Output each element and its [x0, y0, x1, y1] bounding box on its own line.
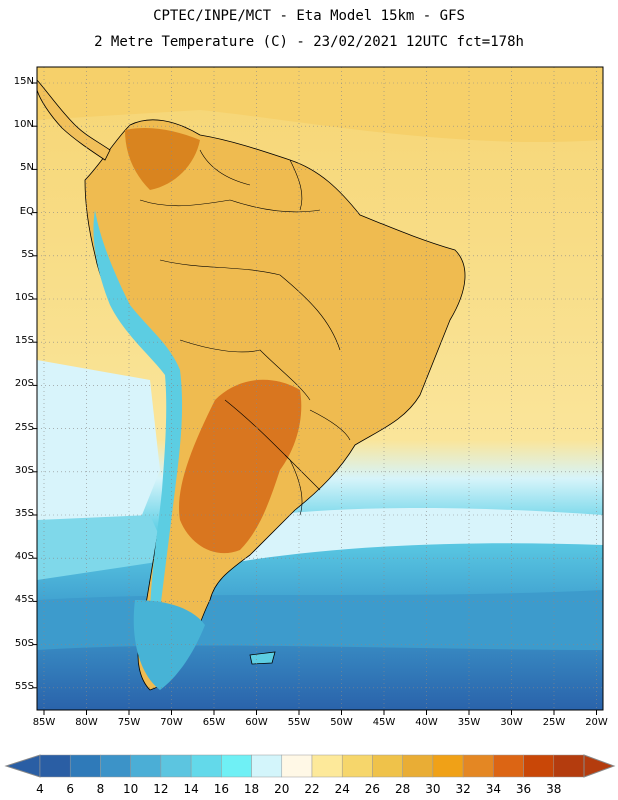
colorbar-segment: [251, 754, 283, 778]
colorbar-label: 32: [455, 782, 471, 796]
colorbar-label: 18: [243, 782, 260, 796]
lat-label: 35S: [14, 508, 34, 519]
axis-ticks: [33, 82, 597, 715]
colorbar-segment: [39, 754, 71, 778]
lon-label: 25W: [542, 717, 566, 728]
colorbar-segment: [553, 754, 585, 778]
lon-label: 20W: [585, 717, 608, 728]
lon-label: 70W: [160, 717, 183, 728]
lat-label: 15N: [13, 76, 34, 87]
lon-label: 45W: [372, 717, 396, 728]
colorbar-segment: [69, 754, 101, 778]
colorbar-label: 14: [183, 782, 199, 796]
colorbar-left-arrow: [4, 754, 41, 778]
lat-label: 5S: [21, 248, 34, 260]
lat-label: 10N: [13, 119, 34, 131]
lon-label: 35W: [457, 717, 481, 728]
colorbar-label: 28: [395, 782, 411, 796]
lat-label: 30S: [14, 464, 34, 476]
colorbar-segment: [281, 754, 313, 778]
colorbar-segment: [160, 754, 192, 778]
patagonia-cold: [133, 600, 205, 690]
central-america-land: [37, 79, 111, 161]
lon-label: 30W: [500, 717, 523, 728]
colorbar-label: 8: [96, 782, 105, 796]
colorbar-segment: [311, 754, 343, 778]
lon-label: 50W: [330, 717, 353, 728]
colorbar-segment: [130, 754, 162, 778]
lon-label: 60W: [245, 717, 268, 728]
lat-label: 20S: [14, 378, 34, 390]
colorbar-label: 4: [36, 782, 44, 796]
pacific-cold-band: [37, 515, 170, 580]
colorbar-label: 20: [274, 782, 290, 796]
colorbar-label: 6: [66, 782, 75, 796]
colorbar: [4, 754, 616, 778]
title-line-2: 2 Metre Temperature (C) - 23/02/2021 12U…: [94, 34, 524, 50]
lat-label: 15S: [14, 335, 34, 347]
colorbar-segment: [432, 754, 464, 778]
lat-label: 50S: [14, 637, 34, 649]
colorbar-segment: [190, 754, 222, 778]
colorbar-label: 36: [515, 782, 532, 796]
colorbar-segment: [221, 754, 252, 778]
colorbar-segment: [402, 754, 434, 778]
colorbar-label: 24: [334, 782, 350, 796]
colorbar-segment: [100, 754, 131, 778]
colorbar-label: 10: [123, 782, 139, 796]
colorbar-segment: [372, 754, 403, 778]
lon-label: 85W: [32, 717, 56, 728]
lon-label: 40W: [415, 717, 438, 728]
lat-label: 40S: [14, 551, 34, 563]
lat-label: 5N: [20, 162, 34, 174]
caribbean-warm: [37, 67, 603, 143]
andes-cool: [93, 210, 183, 620]
lat-label: 55S: [14, 680, 34, 692]
lon-label: 80W: [75, 717, 98, 728]
lon-label: 65W: [202, 717, 226, 728]
atlantic-cold-band: [37, 590, 603, 650]
lon-label: 75W: [117, 717, 141, 728]
lat-label: 10S: [14, 292, 34, 303]
colorbar-segment: [493, 754, 524, 778]
colorbar-label: 16: [213, 782, 229, 796]
colorbar-label: 22: [304, 782, 320, 796]
colorbar-segment: [341, 754, 373, 778]
title-line-1: CPTEC/INPE/MCT - Eta Model 15km - GFS: [153, 8, 465, 24]
colorbar-right-arrow: [583, 754, 616, 778]
lon-label: 55W: [287, 717, 311, 728]
lat-label: EQ: [19, 205, 34, 217]
colorbar-label: 30: [425, 782, 441, 796]
colorbar-label: 38: [546, 782, 562, 796]
hot-core: [179, 379, 302, 554]
lat-label: 45S: [14, 594, 34, 606]
pacific-cool-band: [37, 360, 160, 520]
colorbar-label: 12: [153, 782, 169, 796]
colorbar-label: 26: [364, 782, 381, 796]
hot-north: [125, 128, 200, 190]
map-frame: [36, 66, 604, 711]
colorbar-segment: [523, 754, 555, 778]
colorbar-label: 34: [485, 782, 501, 796]
atlantic-cool-band: [220, 508, 603, 565]
lat-label: 25S: [14, 421, 34, 433]
colorbar-segment: [462, 754, 494, 778]
